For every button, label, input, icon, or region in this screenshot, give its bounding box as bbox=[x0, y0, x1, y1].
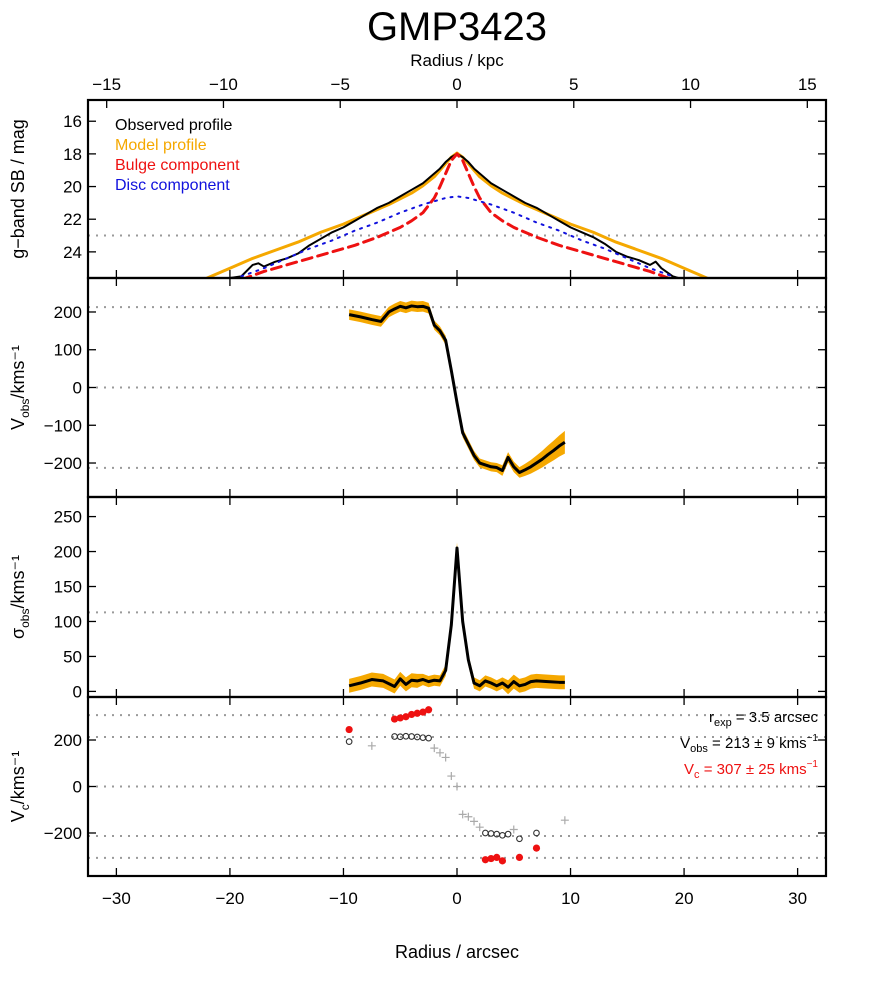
y-tick-label: 20 bbox=[63, 178, 82, 197]
y-axis-label-circular_velocity: Vc/kms⁻¹ bbox=[8, 751, 32, 823]
annotation: rexp = 3.5 arcsec bbox=[709, 709, 819, 729]
point-vc bbox=[481, 856, 489, 864]
top-x-tick-label: −10 bbox=[209, 75, 238, 94]
point-vobs bbox=[402, 732, 410, 740]
panel-dispersion-plot bbox=[88, 542, 826, 695]
annotation: Vc = 307 ± 25 kms−1 bbox=[684, 759, 818, 781]
point-plus bbox=[453, 782, 461, 791]
y-tick-label: 200 bbox=[54, 543, 82, 562]
point-vc bbox=[493, 853, 501, 862]
point-plus bbox=[441, 753, 450, 762]
y-tick-label: −100 bbox=[44, 416, 82, 435]
y-tick-label: 18 bbox=[63, 145, 82, 164]
top-x-tick-label: −15 bbox=[92, 75, 121, 94]
point-plus bbox=[435, 748, 444, 757]
series-disc-component bbox=[240, 195, 674, 278]
y-axis-label-velocity: Vobs/kms⁻¹ bbox=[8, 345, 32, 430]
y-tick-label: 100 bbox=[54, 612, 82, 631]
point-plus bbox=[475, 823, 484, 832]
top-x-tick-label: 5 bbox=[569, 75, 578, 94]
legend-entry: Observed profile bbox=[115, 117, 232, 134]
point-plus bbox=[560, 816, 569, 825]
y-tick-label: 100 bbox=[54, 341, 82, 360]
y-tick-label: 50 bbox=[63, 647, 82, 666]
legend-entry: Bulge component bbox=[115, 157, 240, 174]
point-plus bbox=[430, 744, 439, 753]
point-vc bbox=[532, 844, 541, 852]
top-axis-label: Radius / kpc bbox=[410, 51, 504, 70]
top-x-tick-label: −5 bbox=[331, 75, 350, 94]
y-tick-label: 150 bbox=[54, 578, 82, 597]
panel-surface_brightness-plot bbox=[88, 151, 826, 278]
x-tick-label: −30 bbox=[102, 889, 131, 908]
point-vc bbox=[498, 857, 507, 865]
bottom-axis-label: Radius / arcsec bbox=[395, 942, 519, 962]
y-tick-label: −200 bbox=[44, 824, 82, 843]
point-vc bbox=[515, 853, 524, 862]
y-axis-label-dispersion: σobs/kms⁻¹ bbox=[8, 555, 32, 639]
point-vobs bbox=[482, 829, 489, 837]
point-vc bbox=[396, 714, 404, 722]
panel-circular_velocity-plot bbox=[88, 706, 826, 865]
series-observed-profile bbox=[222, 152, 683, 278]
y-tick-label: 22 bbox=[63, 210, 82, 229]
y-tick-label: 0 bbox=[73, 682, 82, 701]
point-vc bbox=[487, 854, 495, 863]
x-tick-label: 10 bbox=[561, 889, 580, 908]
point-vc bbox=[407, 710, 416, 719]
point-vobs bbox=[425, 734, 432, 742]
y-tick-label: 0 bbox=[73, 379, 82, 398]
point-vobs bbox=[487, 830, 495, 837]
y-tick-label: 0 bbox=[73, 778, 82, 797]
y-axis-label-surface_brightness: g−band SB / mag bbox=[8, 119, 28, 259]
x-tick-label: 20 bbox=[675, 889, 694, 908]
x-tick-label: 0 bbox=[452, 889, 461, 908]
panel-velocity-plot bbox=[88, 300, 826, 478]
y-tick-label: 16 bbox=[63, 112, 82, 131]
point-vc bbox=[413, 709, 421, 717]
y-tick-label: −200 bbox=[44, 454, 82, 473]
x-tick-label: 30 bbox=[788, 889, 807, 908]
point-vobs bbox=[504, 830, 512, 838]
point-vobs bbox=[345, 738, 353, 745]
point-vobs bbox=[516, 835, 523, 843]
x-tick-label: −20 bbox=[216, 889, 245, 908]
annotation: Vobs = 213 ± 9 kms−1 bbox=[680, 733, 818, 755]
x-tick-label: −10 bbox=[329, 889, 358, 908]
top-x-tick-label: 0 bbox=[452, 75, 461, 94]
point-vobs bbox=[533, 829, 540, 837]
y-tick-label: 24 bbox=[63, 243, 82, 262]
y-tick-label: 250 bbox=[54, 508, 82, 527]
series-line bbox=[348, 304, 566, 474]
point-plus bbox=[458, 810, 467, 819]
series-line bbox=[348, 546, 565, 689]
point-vc bbox=[390, 715, 399, 723]
point-plus bbox=[509, 825, 518, 834]
point-vc bbox=[419, 708, 427, 716]
legend-entry: Model profile bbox=[115, 137, 207, 154]
panel-dispersion-frame bbox=[86, 495, 828, 699]
point-vc bbox=[425, 706, 433, 714]
point-vc bbox=[402, 713, 410, 721]
point-plus bbox=[464, 812, 473, 821]
point-plus bbox=[470, 817, 479, 826]
error-band bbox=[349, 300, 565, 478]
point-plus bbox=[367, 741, 376, 750]
y-tick-label: 200 bbox=[54, 731, 82, 750]
legend-entry: Disc component bbox=[115, 177, 230, 194]
top-x-tick-label: 10 bbox=[681, 75, 700, 94]
point-plus bbox=[447, 772, 456, 781]
top-x-tick-label: 15 bbox=[798, 75, 817, 94]
y-tick-label: 200 bbox=[54, 303, 82, 322]
point-vc bbox=[345, 725, 353, 734]
chart-title: GMP3423 bbox=[367, 5, 547, 49]
series-bulge-component bbox=[241, 152, 673, 278]
